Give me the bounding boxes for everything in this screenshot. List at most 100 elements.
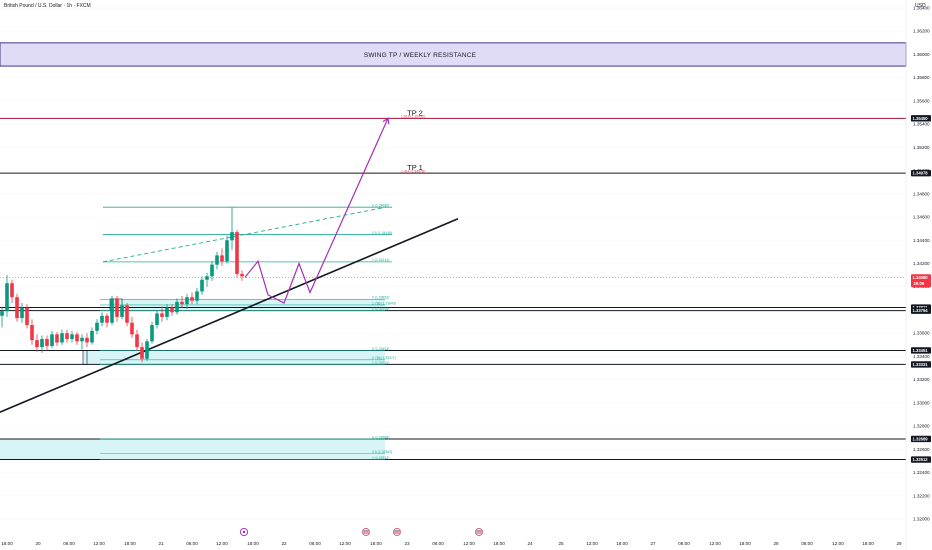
- candle-body: [105, 315, 109, 323]
- zone-fib-label: 0 (1.33892): [372, 296, 389, 300]
- ascending-trendline[interactable]: [0, 218, 459, 413]
- candle-body: [95, 322, 99, 331]
- candle-body: [195, 291, 199, 301]
- flag-icon[interactable]: [475, 528, 483, 536]
- candle-body: [135, 334, 139, 348]
- candle-body: [55, 334, 59, 343]
- candle-body: [180, 301, 184, 305]
- candle-body: [35, 340, 39, 348]
- demand-zone[interactable]: [83, 350, 385, 365]
- event-markers[interactable]: [239, 527, 483, 537]
- grid: [0, 7, 906, 520]
- fibonacci-tool[interactable]: 0 (1.34685) 0.5 (1.34449) 1 (1.34214) 0 (1.…: [100, 203, 396, 460]
- candle-body: [140, 347, 144, 359]
- time-axis[interactable]: 18:00 20 06:00 12:00 18:00 21 06:00 12:00 18:00 2…: [1, 541, 902, 546]
- drawing-labels: TP 21.618 (1.35450) TP 11.414 (1.34978): [401, 108, 425, 173]
- candle-body: [125, 305, 129, 323]
- level-price-tag-text: 1.32689: [913, 436, 929, 441]
- economic-event-dot: [242, 530, 246, 534]
- fib-level-label: 1 (1.34214): [372, 258, 389, 262]
- candle-body: [0, 311, 4, 316]
- target-fib-label: 1.618 (1.35450): [401, 115, 425, 119]
- level-price-tag-text: 1.33331: [913, 362, 929, 367]
- price-axis[interactable]: 1.32000 1.32200 1.32400 1.32600 1.32800 1.330…: [911, 6, 931, 522]
- price-tick-label: 1.36200: [913, 29, 930, 34]
- level-price-tag-text: 1.33451: [913, 348, 929, 353]
- price-tick-label: 1.33400: [913, 354, 930, 359]
- price-tick-label: 1.33200: [913, 377, 930, 382]
- level-price-tag-text: 1.35450: [913, 116, 929, 121]
- projection-path[interactable]: [244, 117, 390, 304]
- candle-body: [130, 322, 134, 335]
- candle-body: [145, 341, 149, 359]
- candle-body: [160, 313, 164, 317]
- price-tick-label: 1.32800: [913, 424, 930, 429]
- fib-level-label: 0 (1.34685): [372, 203, 389, 207]
- price-tick-label: 1.32400: [913, 470, 930, 475]
- bar-countdown: 29:09: [914, 281, 925, 286]
- level-price-tag: [911, 169, 931, 177]
- price-tick-label: 1.34200: [913, 261, 930, 266]
- candle-body: [15, 297, 19, 319]
- current-price-tag: [911, 274, 931, 288]
- level-price-tag: [911, 361, 931, 368]
- time-tick-label: 12:00: [463, 541, 475, 546]
- time-tick-label: 27: [650, 541, 656, 546]
- demand-zone[interactable]: [0, 438, 385, 460]
- candle-body: [190, 297, 194, 301]
- candle-body: [205, 276, 209, 280]
- candle-body: [45, 338, 49, 346]
- zone-fib-label: 1 (1.32512): [372, 456, 389, 460]
- candle-body: [5, 283, 9, 312]
- candle-body: [235, 232, 239, 274]
- candle-body: [30, 325, 34, 341]
- price-tick-label: 1.33600: [913, 331, 930, 336]
- target-label: TP 2: [407, 108, 423, 117]
- time-tick-label: 06:00: [309, 541, 321, 546]
- candle-body: [75, 334, 79, 342]
- flag-icon[interactable]: [393, 528, 401, 536]
- candle-body: [90, 330, 94, 343]
- candle-body: [80, 337, 84, 342]
- projection-path-line[interactable]: [244, 118, 389, 304]
- price-tick-label: 1.35600: [913, 98, 930, 103]
- time-tick-label: 06:00: [63, 541, 75, 546]
- price-tick-label: 1.33000: [913, 400, 930, 405]
- dashed-trendline[interactable]: [102, 206, 387, 263]
- candle-body: [150, 325, 154, 342]
- level-price-tag: [911, 307, 931, 314]
- time-tick-label: 22: [281, 541, 287, 546]
- time-tick-label: 25: [558, 541, 564, 546]
- level-price-tag: [911, 115, 931, 122]
- trendlines[interactable]: [0, 206, 459, 413]
- level-price-tag: [911, 435, 931, 443]
- candle-body: [85, 337, 89, 343]
- price-tick-label: 1.32200: [913, 493, 930, 498]
- level-price-tag-text: 1.32512: [913, 457, 929, 462]
- time-tick-label: 06:00: [432, 541, 444, 546]
- candle-body: [50, 334, 54, 346]
- price-tick-label: 1.36400: [913, 6, 930, 11]
- zone-fib-label: 1.786 (1.33843): [372, 301, 396, 305]
- price-tick-label: 1.32600: [913, 447, 930, 452]
- candle-body: [20, 307, 24, 319]
- level-price-tag: [911, 456, 931, 463]
- currency-label: USD: [915, 3, 926, 9]
- candle-body: [120, 305, 124, 317]
- time-tick-label: 18:00: [616, 541, 628, 546]
- flag-icon[interactable]: [362, 528, 370, 536]
- zone-fib-label: 1 (1.33794): [372, 307, 389, 311]
- fib-level-label: 0.5 (1.34449): [372, 231, 392, 235]
- level-price-tag-text: 1.33794: [913, 308, 929, 313]
- candle-body: [70, 334, 74, 339]
- symbol-title: British Pound / U.S. Dollar · 1h · FXCM: [4, 3, 91, 9]
- time-tick-label: 12:00: [709, 541, 721, 546]
- level-price-tag: [911, 347, 931, 354]
- candles: [0, 207, 244, 363]
- time-tick-label: 06:00: [678, 541, 690, 546]
- candle-body: [175, 301, 179, 313]
- candle-body: [25, 307, 29, 326]
- projection-arrowhead: [382, 117, 390, 125]
- candle-body: [240, 273, 244, 277]
